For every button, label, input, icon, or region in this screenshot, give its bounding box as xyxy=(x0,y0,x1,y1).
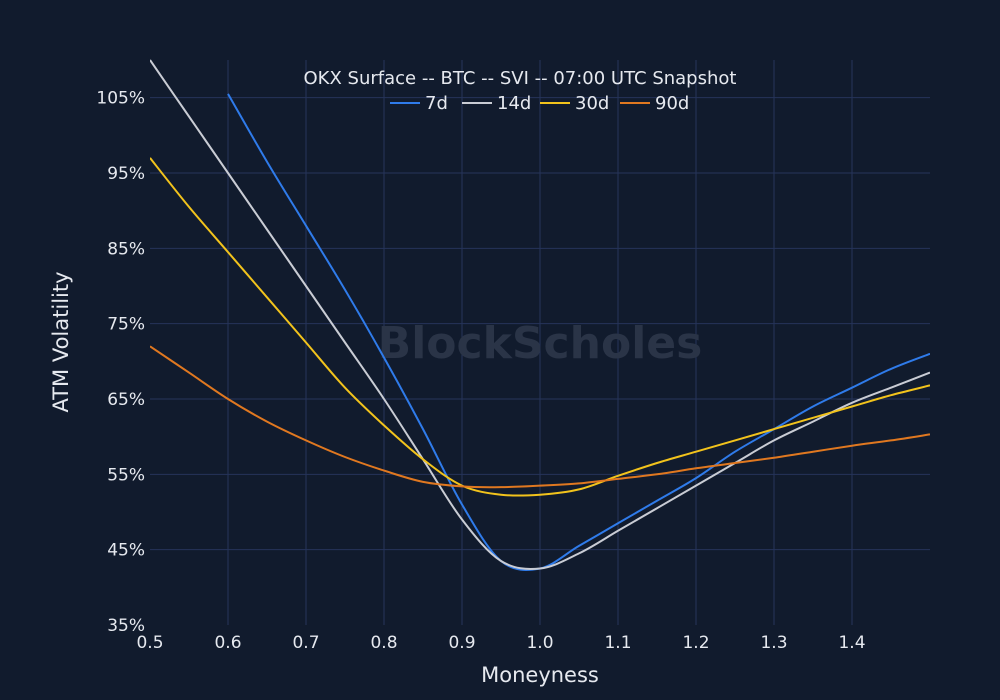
x-tick-label: 0.5 xyxy=(136,633,163,653)
y-tick-label: 45% xyxy=(107,541,145,561)
x-axis-title: Moneyness xyxy=(481,663,599,687)
y-tick-label: 35% xyxy=(107,616,145,636)
x-tick-label: 1.2 xyxy=(682,633,709,653)
y-tick-label: 75% xyxy=(107,315,145,335)
x-tick-label: 1.4 xyxy=(838,633,865,653)
x-tick-label: 1.0 xyxy=(526,633,553,653)
chart-title: OKX Surface -- BTC -- SVI -- 07:00 UTC S… xyxy=(304,68,737,89)
y-tick-label: 65% xyxy=(107,390,145,410)
y-axis-title: ATM Volatility xyxy=(49,271,73,412)
legend-label-14d: 14d xyxy=(497,93,531,114)
x-axis-ticks: 0.5 0.6 0.7 0.8 0.9 1.0 1.1 1.2 1.3 1.4 xyxy=(136,633,865,653)
y-tick-label: 55% xyxy=(107,465,145,485)
x-tick-label: 0.7 xyxy=(292,633,319,653)
x-tick-label: 1.1 xyxy=(604,633,631,653)
series-layer xyxy=(150,59,930,572)
x-tick-label: 0.9 xyxy=(448,633,475,653)
y-tick-label: 95% xyxy=(107,164,145,184)
x-tick-label: 0.6 xyxy=(214,633,241,653)
legend-label-90d: 90d xyxy=(655,93,689,114)
series-line-14d xyxy=(150,59,930,571)
series-line-90d xyxy=(150,345,930,489)
series-line-30d xyxy=(150,157,930,497)
y-tick-label: 85% xyxy=(107,239,145,259)
watermark-text: BlockScholes xyxy=(378,318,703,369)
x-tick-label: 0.8 xyxy=(370,633,397,653)
series-line-7d xyxy=(227,93,930,572)
legend: 7d 14d 30d 90d xyxy=(390,93,689,114)
x-tick-label: 1.3 xyxy=(760,633,787,653)
legend-label-30d: 30d xyxy=(575,93,609,114)
legend-label-7d: 7d xyxy=(425,93,448,114)
grid xyxy=(150,60,930,625)
y-axis-ticks: 35% 45% 55% 65% 75% 85% 95% 105% xyxy=(96,89,145,636)
y-tick-label: 105% xyxy=(96,89,145,109)
